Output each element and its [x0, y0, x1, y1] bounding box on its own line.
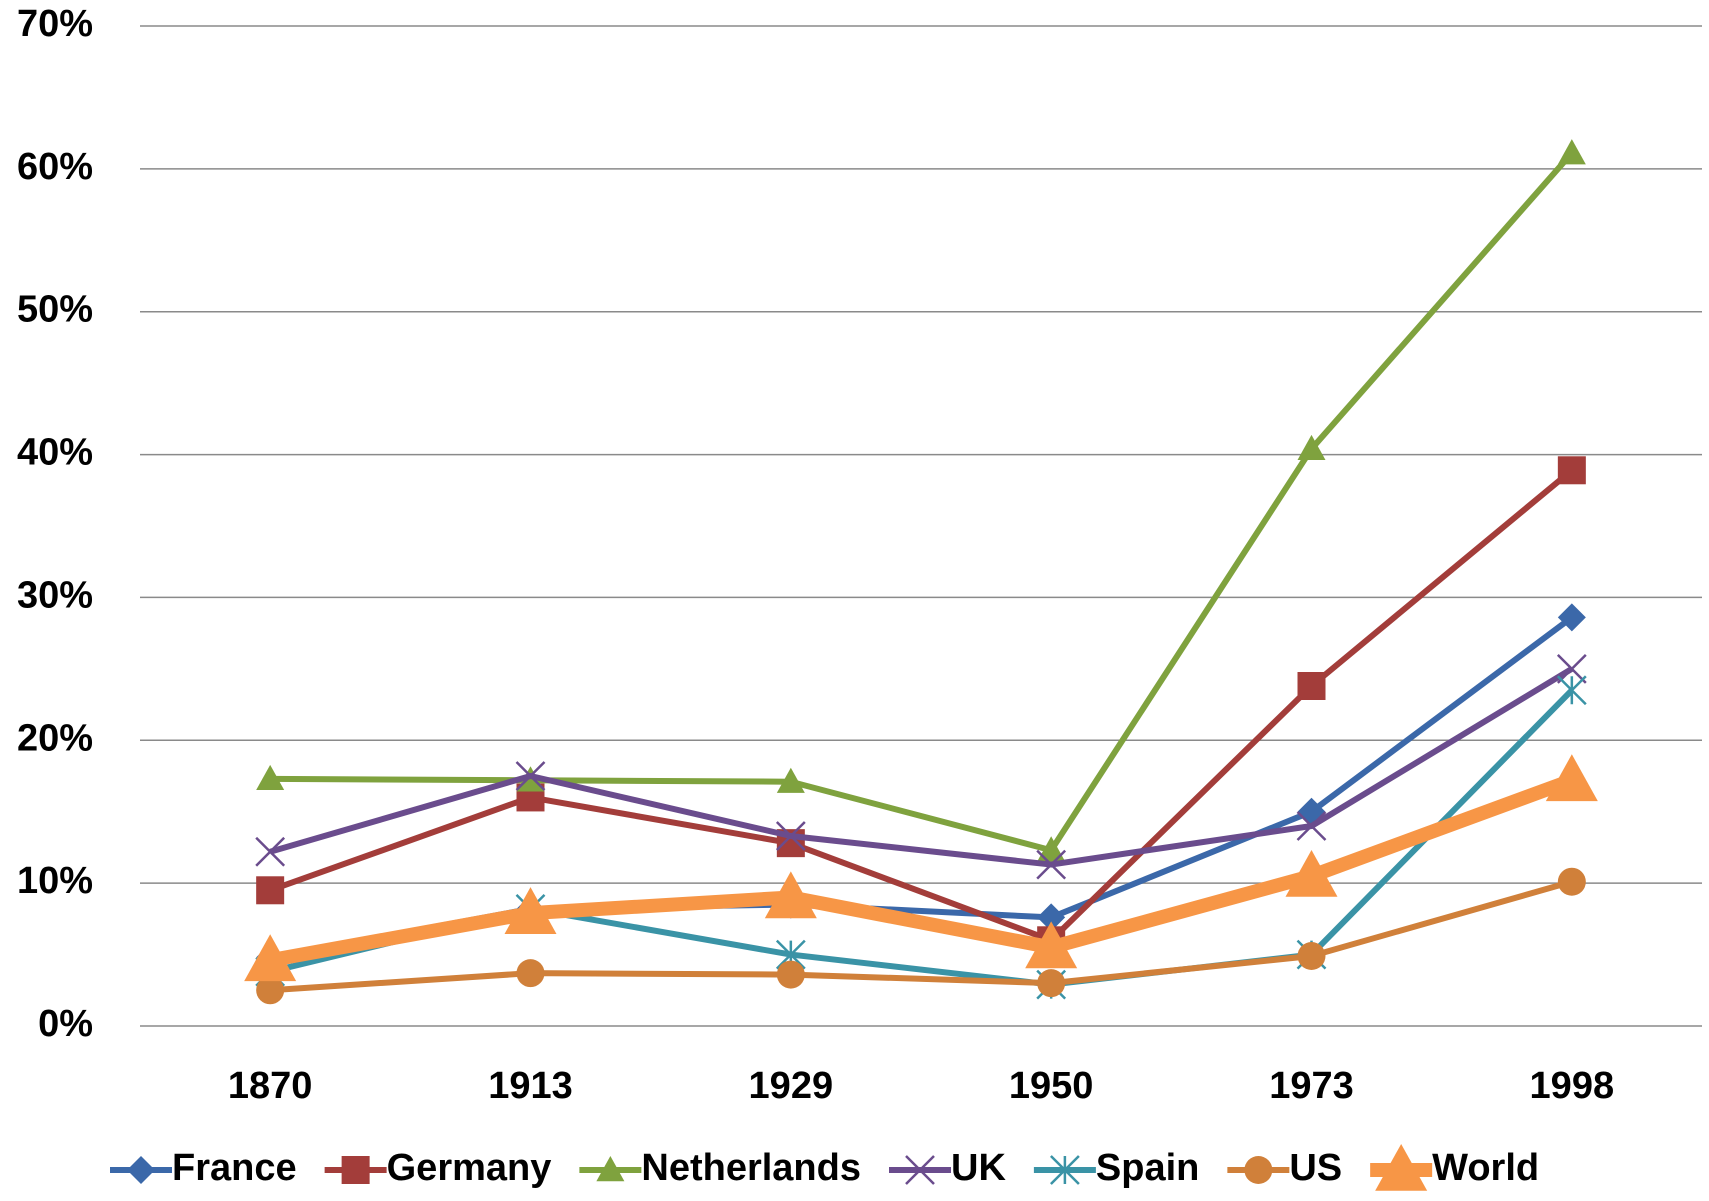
marker — [776, 960, 805, 989]
y-tick-label: 60% — [17, 146, 93, 188]
marker — [1025, 921, 1078, 969]
marker — [775, 821, 806, 851]
legend-label: Netherlands — [641, 1147, 861, 1189]
marker-shape — [341, 1156, 370, 1184]
marker-shape — [256, 764, 285, 791]
x-tick-label: 1929 — [749, 1065, 834, 1107]
marker-shape — [256, 976, 285, 1005]
marker-shape — [1375, 1144, 1428, 1191]
marker-shape — [1557, 867, 1586, 896]
marker — [127, 1156, 155, 1184]
marker-shape — [1025, 921, 1078, 969]
marker-shape — [504, 887, 557, 934]
y-tick-label: 30% — [17, 574, 93, 616]
marker-shape — [1297, 434, 1326, 461]
x-tick-label: 1950 — [1009, 1065, 1094, 1107]
legend-label: Germany — [387, 1147, 552, 1189]
marker-shape — [1037, 903, 1066, 932]
marker — [1037, 969, 1066, 998]
marker-shape — [1557, 456, 1586, 485]
marker-shape — [127, 1156, 155, 1184]
marker — [905, 1155, 935, 1185]
marker-shape — [1545, 754, 1598, 802]
x-tick-label: 1913 — [488, 1065, 573, 1107]
marker — [764, 871, 817, 919]
y-tick-label: 40% — [17, 432, 93, 474]
marker — [516, 959, 545, 988]
x-tick-label: 1998 — [1530, 1065, 1615, 1107]
marker — [341, 1156, 370, 1184]
marker — [1556, 653, 1587, 684]
marker — [1037, 903, 1066, 932]
marker — [256, 976, 285, 1005]
marker-shape — [1036, 849, 1067, 880]
marker — [1556, 675, 1587, 706]
marker-shape — [905, 1155, 935, 1185]
marker — [1296, 811, 1327, 841]
marker-shape — [1285, 850, 1338, 897]
marker-shape — [1556, 653, 1587, 684]
y-tick-label: 0% — [38, 1003, 93, 1045]
marker — [255, 836, 286, 867]
series-line — [269, 878, 1573, 994]
marker — [1297, 672, 1326, 700]
series-line — [268, 773, 1575, 968]
series-line — [270, 151, 1575, 854]
marker-shape — [256, 876, 285, 905]
marker — [504, 887, 557, 934]
marker — [256, 876, 285, 905]
marker-shape — [1037, 969, 1066, 998]
marker-shape — [255, 836, 286, 867]
marker — [1037, 836, 1066, 862]
marker-shape — [515, 761, 546, 791]
marker-shape — [1297, 942, 1326, 970]
legend-label: UK — [951, 1147, 1006, 1189]
marker-shape — [775, 821, 806, 851]
marker — [1297, 434, 1326, 461]
marker-shape — [1297, 672, 1326, 700]
marker-shape — [1557, 139, 1586, 165]
marker-shape — [1296, 811, 1327, 841]
x-tick-label: 1870 — [228, 1065, 313, 1107]
series-line — [269, 467, 1574, 944]
marker-shape — [1050, 1155, 1080, 1185]
legend-label: World — [1432, 1147, 1539, 1189]
marker — [1036, 849, 1067, 880]
marker — [515, 761, 546, 791]
marker — [596, 1156, 625, 1182]
y-tick-label: 20% — [17, 717, 93, 759]
marker-shape — [764, 871, 817, 919]
marker — [1545, 754, 1598, 802]
x-tick-label: 1973 — [1269, 1065, 1354, 1107]
y-tick-label: 50% — [17, 289, 93, 331]
marker-shape — [1557, 603, 1586, 632]
legend-label: France — [172, 1147, 297, 1189]
marker — [1297, 942, 1326, 970]
marker-shape — [596, 1156, 625, 1182]
marker — [244, 934, 297, 982]
marker — [1557, 603, 1586, 632]
legend-label: Spain — [1096, 1147, 1199, 1189]
marker — [1375, 1144, 1428, 1191]
marker-shape — [776, 767, 805, 793]
marker-shape — [516, 959, 545, 988]
marker — [1244, 1156, 1273, 1184]
marker-shape — [1244, 1156, 1273, 1184]
y-tick-label: 10% — [17, 860, 93, 902]
marker-shape — [1037, 836, 1066, 862]
marker-shape — [776, 960, 805, 989]
marker — [776, 767, 805, 793]
marker — [1557, 867, 1586, 896]
marker — [1285, 850, 1338, 897]
y-tick-label: 70% — [17, 3, 93, 45]
marker — [1557, 139, 1586, 165]
marker-shape — [244, 934, 297, 982]
legend-label: US — [1289, 1147, 1342, 1189]
marker — [256, 764, 285, 791]
marker — [1050, 1155, 1080, 1185]
series-line — [269, 666, 1574, 868]
marker-shape — [1556, 675, 1587, 706]
marker — [1557, 456, 1586, 485]
